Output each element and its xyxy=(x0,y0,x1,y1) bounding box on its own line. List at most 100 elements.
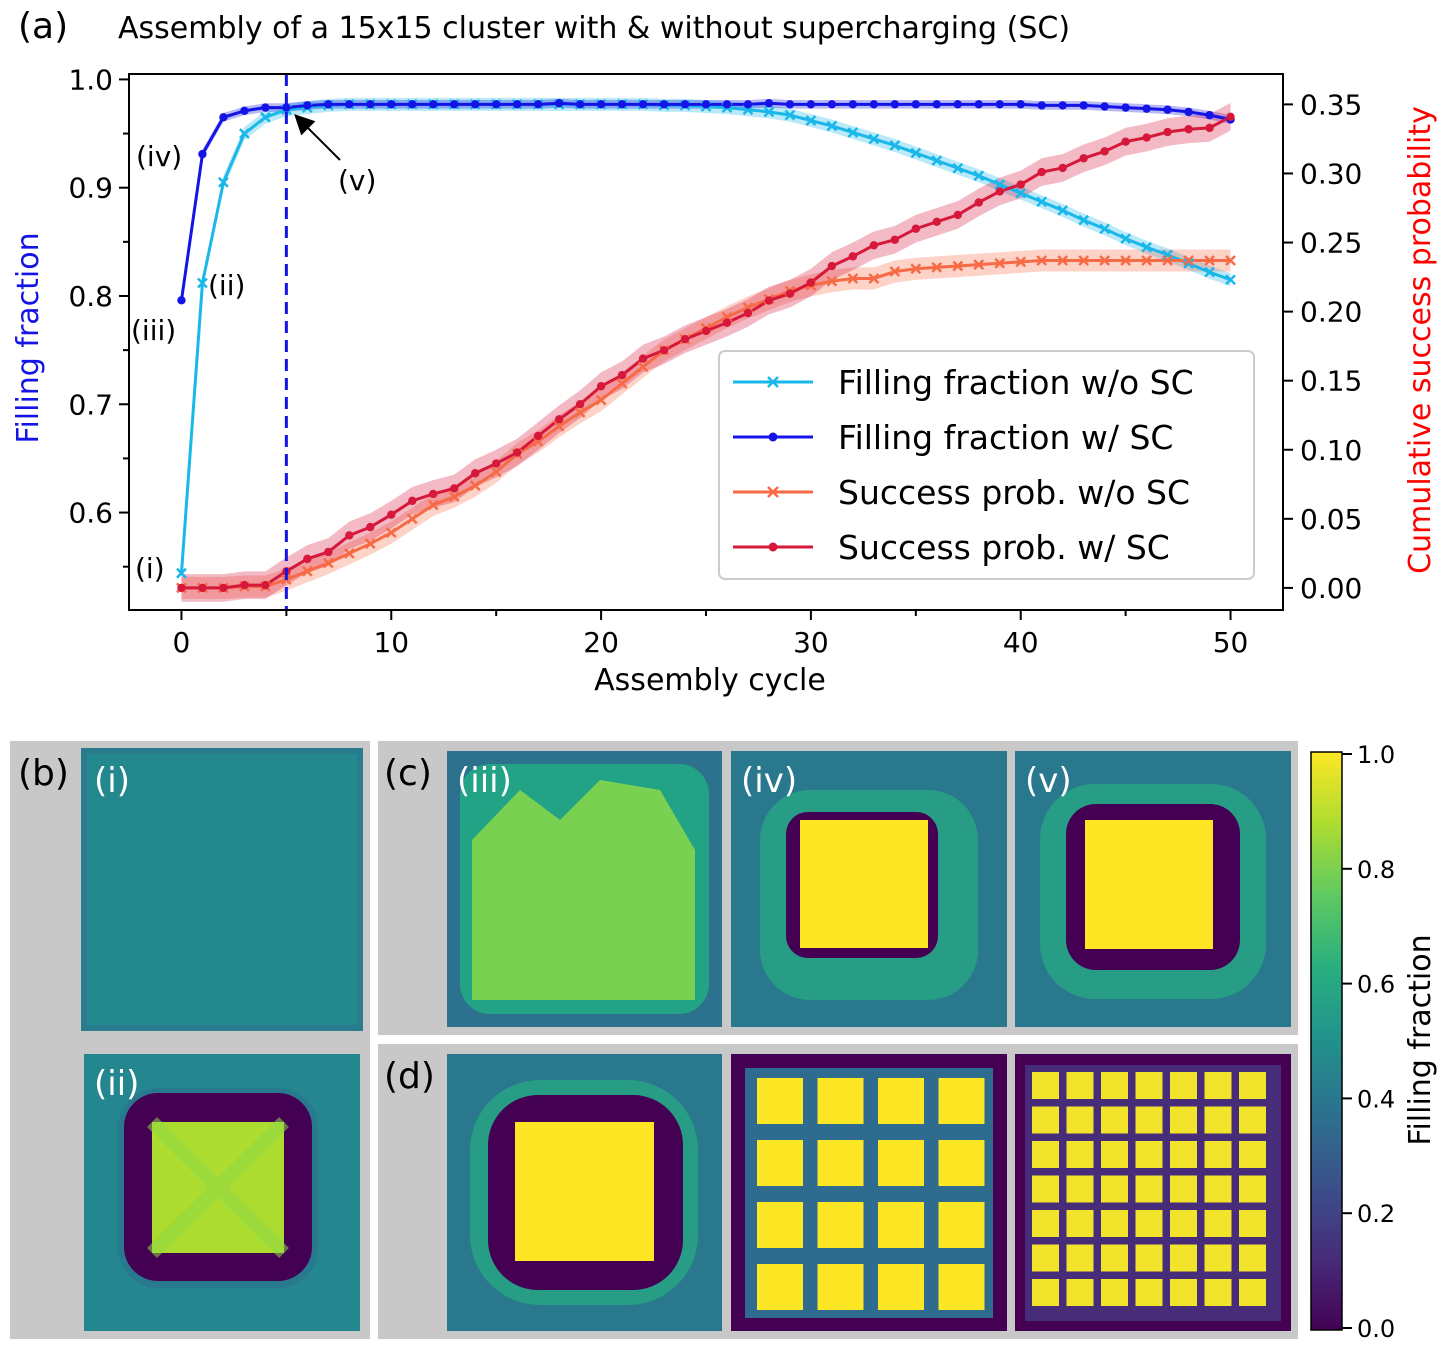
data-point xyxy=(932,217,941,227)
grid-cell xyxy=(1066,1072,1094,1099)
data-point xyxy=(366,100,375,109)
x-tick-label: 0 xyxy=(173,626,191,659)
grid-cell xyxy=(1066,1175,1094,1203)
data-point xyxy=(1142,104,1151,113)
grid-cell xyxy=(1032,1106,1059,1134)
data-point xyxy=(638,100,648,109)
grid-cell xyxy=(1204,1210,1232,1237)
data-point xyxy=(784,109,796,121)
data-point xyxy=(259,111,271,123)
y2-tick-label: 0.30 xyxy=(1300,157,1362,190)
data-point xyxy=(952,260,964,272)
data-point xyxy=(1099,255,1111,266)
data-point xyxy=(491,459,501,468)
grid-cell xyxy=(757,1202,803,1248)
grid-cell xyxy=(938,1264,985,1310)
data-point xyxy=(848,252,858,261)
grid-cell xyxy=(1239,1175,1266,1203)
data-point xyxy=(889,266,901,277)
heatmap-d-3 xyxy=(1015,1054,1291,1331)
data-point xyxy=(1015,187,1027,199)
data-point xyxy=(932,100,941,109)
grid-cell xyxy=(1170,1175,1197,1203)
data-point xyxy=(345,531,354,540)
data-point xyxy=(1121,103,1130,112)
grid-cell xyxy=(878,1140,924,1186)
y2-tick-label: 0.35 xyxy=(1300,88,1362,121)
data-point xyxy=(1036,196,1048,208)
grid-cell xyxy=(757,1264,803,1310)
band-1 xyxy=(181,98,1231,305)
heatmap-c-v: (v) xyxy=(1015,751,1291,1027)
legend-label: Success prob. w/ SC xyxy=(838,528,1170,567)
data-point xyxy=(1037,167,1046,177)
y-tick-label: 0.7 xyxy=(68,388,113,421)
x-axis: 0 10 20 30 40 50 xyxy=(173,610,1248,659)
annotation-v: (v) xyxy=(338,164,376,197)
data-point xyxy=(1099,223,1111,235)
data-point xyxy=(701,100,711,109)
data-point xyxy=(177,296,186,305)
panel-b-label: (b) xyxy=(18,753,69,794)
data-point xyxy=(1057,255,1069,266)
x-tick-label: 20 xyxy=(583,626,619,659)
grid-cell xyxy=(1032,1072,1059,1099)
y2-tick-label: 0.05 xyxy=(1300,503,1362,536)
data-point xyxy=(240,580,249,590)
y-axis-left: 0.6 0.7 0.8 0.9 1.0 xyxy=(68,63,129,568)
data-point xyxy=(574,407,586,418)
data-point xyxy=(680,335,690,344)
grid-cell xyxy=(1032,1244,1059,1272)
annotation-iii: (iii) xyxy=(131,314,176,347)
x-axis-label: Assembly cycle xyxy=(594,663,826,698)
data-point xyxy=(553,420,565,432)
tile-label-ii: (ii) xyxy=(94,1064,139,1104)
data-point xyxy=(617,100,627,109)
data-point xyxy=(219,583,228,593)
data-point xyxy=(1163,127,1172,137)
grid-cell xyxy=(1066,1210,1094,1237)
data-point xyxy=(868,273,880,284)
grid-cell xyxy=(1204,1072,1232,1099)
data-point xyxy=(722,100,732,109)
data-point xyxy=(596,382,606,391)
heatmap-c-iv: (iv) xyxy=(731,751,1007,1027)
data-point xyxy=(406,513,418,525)
grid-cell xyxy=(1135,1175,1163,1203)
heatmap-d-1 xyxy=(447,1054,722,1331)
data-point xyxy=(218,176,229,188)
data-point xyxy=(743,100,753,109)
grid-cell xyxy=(757,1140,803,1186)
grid-cell xyxy=(1135,1244,1163,1272)
data-point xyxy=(240,106,249,116)
legend-swatch-marker xyxy=(767,376,779,388)
data-point xyxy=(385,527,397,539)
data-point xyxy=(952,162,964,174)
grid-cell xyxy=(1101,1141,1128,1168)
band-3 xyxy=(181,103,1231,602)
grid-cell xyxy=(1239,1279,1266,1306)
grid-cell xyxy=(817,1202,864,1248)
data-point xyxy=(1058,101,1067,110)
grid-cell xyxy=(938,1140,985,1186)
panel-c-label: (c) xyxy=(384,753,432,794)
grid-cell xyxy=(817,1140,864,1186)
legend-swatch-marker xyxy=(768,542,778,552)
heatmap-c-iii: (iii) xyxy=(447,751,722,1027)
data-point xyxy=(533,100,543,109)
data-point xyxy=(448,491,460,503)
data-point xyxy=(743,308,753,318)
grid-cell xyxy=(1204,1141,1232,1168)
data-point xyxy=(471,469,480,478)
data-point xyxy=(785,289,795,298)
data-point xyxy=(261,580,270,590)
data-point xyxy=(198,583,207,593)
data-point xyxy=(869,100,879,109)
data-point xyxy=(1015,256,1027,268)
data-point xyxy=(198,149,207,159)
data-point xyxy=(953,100,962,109)
data-point xyxy=(1121,137,1130,146)
data-point xyxy=(785,100,795,109)
data-point xyxy=(177,583,186,593)
y2-tick-label: 0.25 xyxy=(1300,227,1362,260)
